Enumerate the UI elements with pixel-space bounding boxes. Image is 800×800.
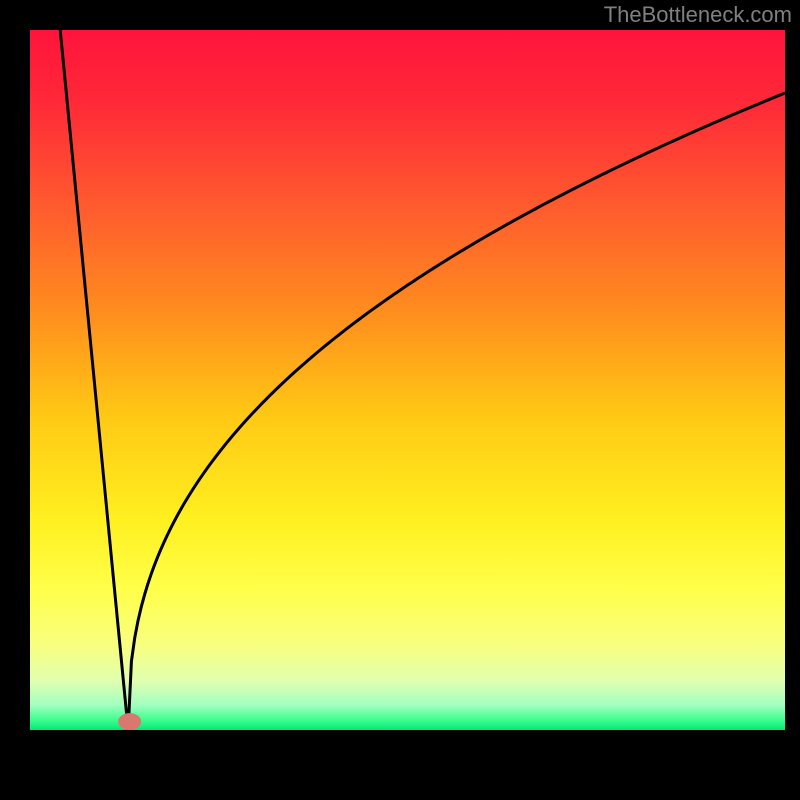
- watermark-text: TheBottleneck.com: [604, 2, 792, 28]
- plot-svg: [0, 0, 800, 800]
- plot-background: [30, 30, 785, 730]
- optimum-marker: [119, 714, 141, 730]
- figure-root: TheBottleneck.com: [0, 0, 800, 800]
